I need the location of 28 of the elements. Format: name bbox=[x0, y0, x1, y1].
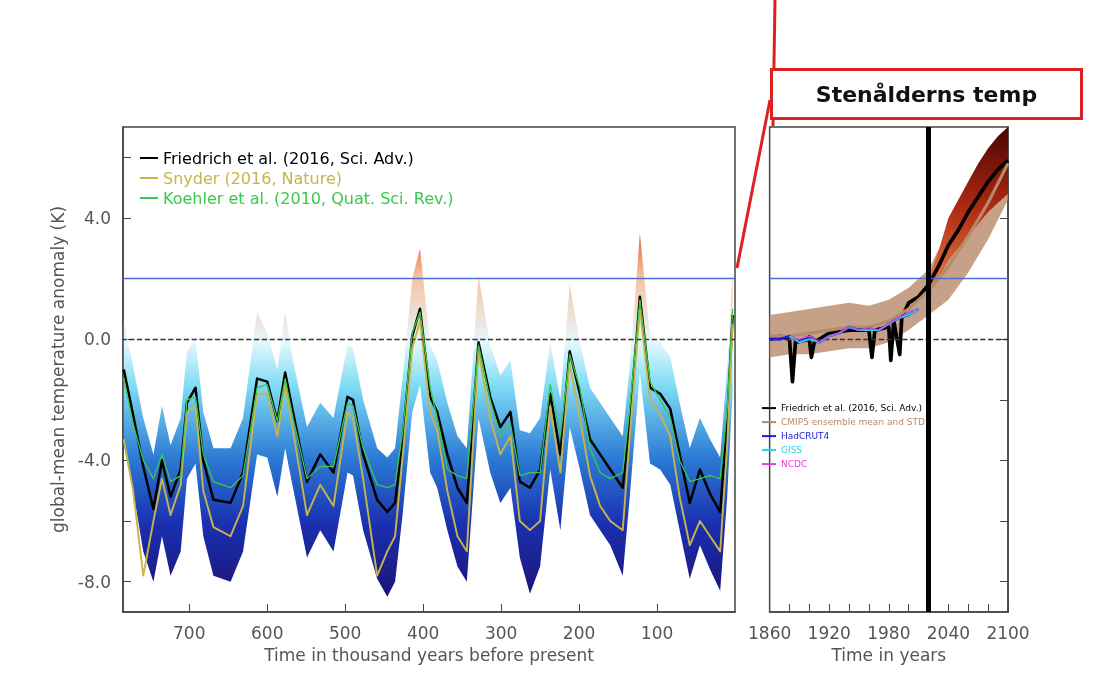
x-tick-label: 1980 bbox=[867, 622, 911, 643]
y-tick-label: -8.0 bbox=[77, 571, 111, 592]
legend-label: Friedrich et al. (2016, Sci. Adv.) bbox=[781, 403, 923, 414]
legend-label: Snyder (2016, Nature) bbox=[163, 168, 343, 188]
x-axis-title: Time in years bbox=[830, 644, 947, 665]
x-tick-label: 100 bbox=[640, 622, 674, 643]
x-tick-label: 1860 bbox=[748, 622, 792, 643]
x-tick-label: 600 bbox=[251, 622, 284, 643]
y-tick-label: 4.0 bbox=[83, 207, 111, 228]
legend-label: Friedrich et al. (2016, Sci. Adv.) bbox=[163, 148, 414, 168]
y-axis-title: global-mean temperature anomaly (K) bbox=[48, 205, 69, 534]
y-tick-label: -4.0 bbox=[77, 450, 111, 471]
x-tick-label: 300 bbox=[484, 622, 518, 643]
legend-label: CMIP5 ensemble mean and STD bbox=[781, 417, 925, 428]
legend-label: Koehler et al. (2010, Quat. Sci. Rev.) bbox=[163, 188, 454, 208]
x-tick-label: 1920 bbox=[807, 622, 851, 643]
x-axis-title: Time in thousand years before present bbox=[263, 644, 595, 665]
y-tick-label: 0.0 bbox=[83, 329, 111, 350]
x-tick-label: 2100 bbox=[986, 622, 1030, 643]
legend-label: GISS bbox=[781, 445, 803, 456]
legend-label: NCDC bbox=[781, 459, 808, 470]
x-tick-label: 500 bbox=[328, 622, 362, 643]
x-tick-label: 2040 bbox=[926, 622, 971, 643]
x-tick-label: 400 bbox=[406, 622, 440, 643]
text: Stenålderns temp bbox=[770, 68, 1083, 120]
x-tick-label: 700 bbox=[173, 622, 206, 643]
legend-label: HadCRUT4 bbox=[781, 431, 830, 442]
x-tick-label: 200 bbox=[562, 622, 596, 643]
